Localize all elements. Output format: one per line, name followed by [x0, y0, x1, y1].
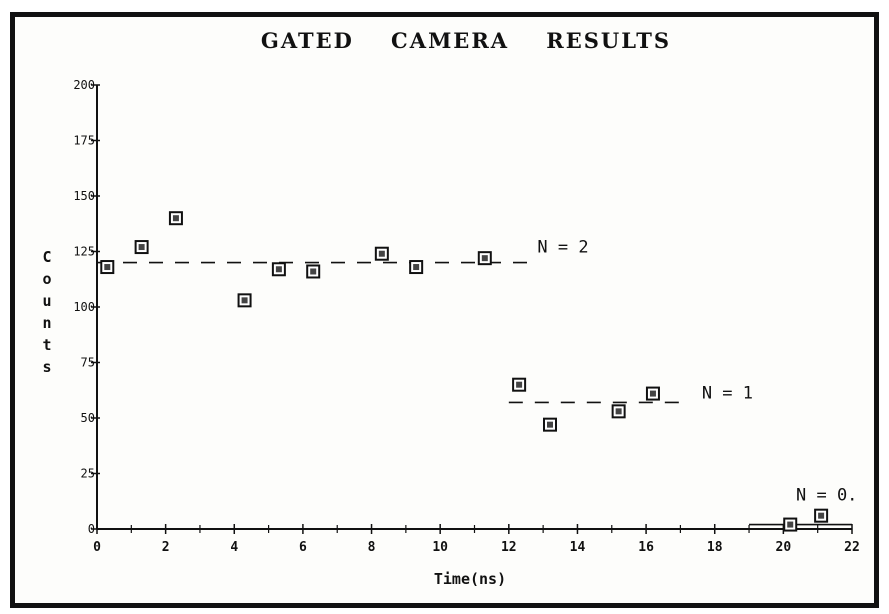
y-tick-label: 150 [73, 189, 95, 203]
x-tick-label: 0 [93, 540, 101, 555]
data-point [783, 517, 798, 532]
data-point-inner [138, 244, 145, 251]
data-point [814, 508, 829, 523]
x-tick-label: 22 [844, 540, 860, 555]
data-point-inner [172, 215, 179, 222]
data-point-inner [615, 408, 622, 415]
y-tick-label: 100 [73, 300, 95, 314]
x-tick-label: 12 [501, 540, 517, 555]
data-point-inner [516, 381, 523, 388]
x-axis-label: Time(ns) [434, 570, 506, 588]
y-tick-label: 0 [88, 522, 95, 536]
x-tick-label: 14 [570, 540, 586, 555]
data-point [477, 251, 492, 266]
y-axis-label-char: t [42, 336, 51, 354]
data-point [100, 260, 115, 275]
y-tick-label: 125 [73, 245, 95, 259]
x-tick-label: 6 [299, 540, 307, 555]
chart-frame [10, 12, 879, 608]
y-axis-label-char: C [42, 248, 51, 266]
reference-line-label: N = 0. [796, 486, 857, 506]
x-tick-label: 8 [368, 540, 376, 555]
reference-lines: N = 2 N = 1 N = 0. [97, 238, 857, 526]
data-point-inner [649, 390, 656, 397]
data-point-inner [310, 268, 317, 275]
data-point [271, 262, 286, 277]
x-tick-label: 10 [432, 540, 448, 555]
x-tick-label: 16 [638, 540, 654, 555]
x-tick-label: 18 [707, 540, 723, 555]
y-tick-label: 25 [81, 467, 95, 481]
y-axis-label-char: s [42, 358, 51, 376]
data-point-inner [413, 264, 420, 271]
y-tick-label: 175 [73, 134, 95, 148]
data-point [306, 264, 321, 279]
data-point-inner [481, 255, 488, 262]
data-point [611, 404, 626, 419]
data-point-inner [241, 297, 248, 304]
data-point [237, 293, 252, 308]
data-point-inner [818, 512, 825, 519]
reference-line-label: N = 1 [702, 383, 753, 403]
data-point-inner [378, 250, 385, 257]
data-point-inner [104, 264, 111, 271]
reference-line-label: N = 2 [537, 238, 588, 258]
data-points [100, 211, 829, 532]
data-point-inner [787, 521, 794, 528]
data-point [134, 240, 149, 255]
data-point [168, 211, 183, 226]
data-point [645, 386, 660, 401]
data-point-inner [547, 421, 553, 428]
data-point [512, 377, 527, 392]
x-tick-label: 20 [776, 540, 792, 555]
data-point-inner [275, 266, 282, 273]
data-point [409, 260, 424, 275]
chart-title: GATED CAMERA RESULTS [261, 28, 671, 53]
y-tick-label: 50 [81, 411, 95, 425]
y-tick-label: 75 [81, 356, 95, 370]
data-point [543, 417, 557, 432]
axes: 0 2 4 6 8 10 12 14 16 18 20 22 0 25 50 75 100 125 150 175 20… [73, 78, 860, 555]
data-point [374, 246, 389, 261]
x-tick-label: 2 [162, 540, 170, 555]
y-tick-label: 200 [73, 78, 95, 92]
y-axis-label-char: u [42, 292, 51, 310]
y-axis-label-char: o [42, 270, 51, 288]
y-axis-label-char: n [42, 314, 51, 332]
x-tick-label: 4 [230, 540, 238, 555]
